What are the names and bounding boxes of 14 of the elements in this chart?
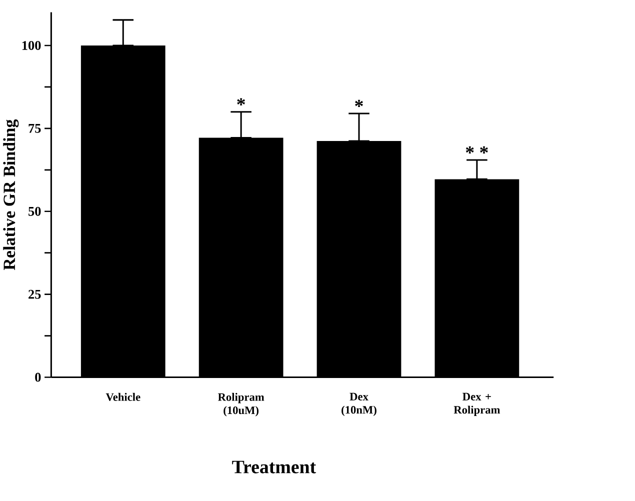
y-axis-title: Relative GR Binding [3,119,19,270]
x-axis-title: Treatment [232,460,316,474]
x-tick-label: Rolipram (10uM) [218,392,264,416]
annotation: * * [466,146,488,154]
x-tick-label: Dex (10nM) [342,392,376,416]
y-tick-label: 0 [35,372,41,382]
y-tick-label: 50 [28,206,41,216]
y-tick-label: 25 [28,290,41,299]
x-tick-label: Vehicle [106,392,140,401]
annotation: * [355,100,363,107]
y-tick-label: 75 [28,124,41,133]
annotation: * [237,98,246,106]
y-tick-label: 100 [22,40,41,50]
x-tick-label: Dex + Rolipram [454,392,500,416]
